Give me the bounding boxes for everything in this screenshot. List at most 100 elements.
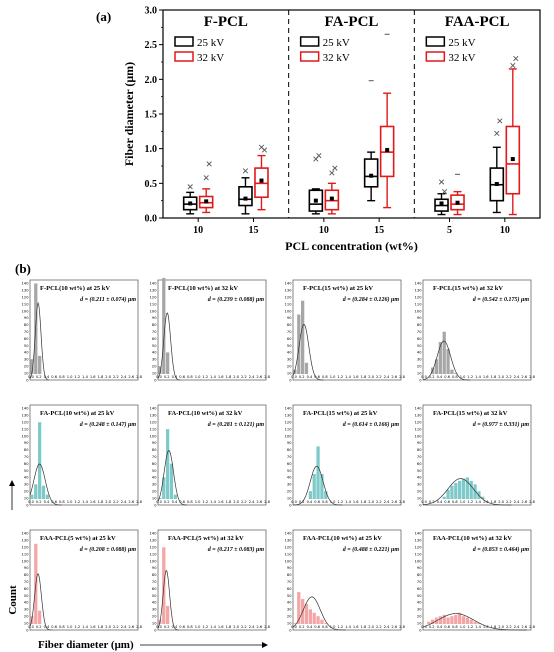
hist-y-tick-label: 60 bbox=[287, 462, 292, 466]
hist-x-tick-label: 0.2 bbox=[36, 375, 42, 379]
hist-y-tick-label: 140 bbox=[285, 407, 293, 411]
histogram-frame bbox=[157, 279, 267, 381]
hist-x-tick-label: 1.2 bbox=[74, 375, 80, 379]
hist-title: F-PCL(15 wt%) at 32 kV bbox=[433, 285, 503, 292]
hist-y-tick-label: 0 bbox=[419, 503, 422, 507]
hist-y-tick-label: 50 bbox=[152, 344, 157, 348]
hist-y-tick-label: 100 bbox=[285, 434, 293, 438]
hist-x-tick-label: 0.8 bbox=[59, 500, 65, 504]
hist-y-tick-label: 80 bbox=[24, 323, 29, 327]
outlier-x bbox=[441, 189, 448, 195]
hist-x-tick-label: 1.8 bbox=[98, 375, 104, 379]
hist-x-tick-label: 1.8 bbox=[491, 625, 497, 629]
hist-y-tick-label: 90 bbox=[417, 316, 422, 320]
hist-x-tick-label: 2.4 bbox=[121, 375, 127, 379]
hist-x-tick-label: 1.0 bbox=[460, 375, 466, 379]
hist-y-tick-label: 40 bbox=[24, 601, 29, 605]
hist-x-tick-label: 1.0 bbox=[67, 625, 73, 629]
hist-x-tick-label: 0.2 bbox=[299, 625, 305, 629]
hist-y-tick-label: 50 bbox=[417, 469, 422, 473]
hist-y-tick-label: 120 bbox=[415, 296, 423, 300]
hist-x-tick-label: 2.4 bbox=[249, 500, 255, 504]
hist-y-tick-label: 40 bbox=[287, 351, 292, 355]
hist-y-tick-label: 70 bbox=[287, 580, 292, 584]
hist-bar bbox=[465, 617, 469, 624]
hist-mean-sd: d = (0.853 ± 0.464) μm bbox=[473, 546, 530, 553]
hist-y-tick-label: 90 bbox=[24, 316, 29, 320]
histogram-frame bbox=[29, 279, 139, 381]
legend-label: 25 kV bbox=[197, 37, 224, 49]
hist-y-tick-label: 130 bbox=[150, 414, 158, 418]
hist-title: FA-PCL(15 wt%) at 25 kV bbox=[303, 410, 378, 417]
x-tick-label: 10 bbox=[193, 225, 203, 236]
outlier-x bbox=[316, 152, 322, 159]
hist-y-tick-label: 120 bbox=[150, 296, 158, 300]
y-tick-label: 1.0 bbox=[145, 144, 158, 155]
outlier-x bbox=[332, 165, 338, 171]
hist-y-tick-label: 80 bbox=[24, 448, 29, 452]
hist-x-tick-label: 0.4 bbox=[307, 625, 313, 629]
hist-y-tick-label: 80 bbox=[152, 573, 157, 577]
hist-x-tick-label: 1.8 bbox=[491, 375, 497, 379]
hist-y-tick-label: 60 bbox=[24, 337, 29, 341]
box bbox=[198, 161, 214, 214]
hist-y-tick-label: 120 bbox=[285, 421, 293, 425]
hist-y-tick-label: 0 bbox=[26, 378, 29, 382]
hist-y-tick-label: 20 bbox=[417, 365, 422, 369]
hist-y-tick-label: 40 bbox=[152, 351, 157, 355]
hist-y-tick-label: 140 bbox=[415, 532, 423, 536]
fit-curve bbox=[157, 570, 179, 631]
hist-x-tick-label: 0.4 bbox=[437, 625, 443, 629]
hist-x-tick-label: 1.6 bbox=[218, 500, 224, 504]
hist-x-tick-label: 2.8 bbox=[264, 625, 270, 629]
hist-x-tick-label: 0.4 bbox=[172, 625, 178, 629]
hist-x-tick-label: 2.0 bbox=[368, 500, 374, 504]
hist-x-tick-label: 0.4 bbox=[44, 500, 50, 504]
hist-x-tick-label: 0.8 bbox=[187, 500, 193, 504]
hist-mean-sd: d = (0.977 ± 0.331) μm bbox=[473, 421, 530, 428]
hist-x-tick-label: 2.6 bbox=[391, 500, 397, 504]
hist-y-tick-label: 80 bbox=[287, 573, 292, 577]
hist-bar bbox=[450, 485, 454, 499]
hist-y-tick-label: 30 bbox=[287, 483, 292, 487]
hist-x-tick-label: 0.8 bbox=[452, 375, 458, 379]
outlier-x bbox=[242, 168, 249, 174]
hist-x-tick-label: 1.2 bbox=[337, 625, 343, 629]
fit-curve bbox=[422, 340, 471, 381]
hist-x-tick-label: 1.4 bbox=[345, 500, 351, 504]
mean-marker bbox=[243, 196, 248, 201]
hist-y-tick-label: 110 bbox=[285, 302, 293, 306]
hist-x-tick-label: 1.2 bbox=[202, 625, 208, 629]
hist-y-tick-label: 100 bbox=[22, 309, 30, 313]
fit-curve bbox=[157, 312, 181, 381]
hist-y-tick-label: 10 bbox=[152, 496, 157, 500]
hist-y-tick-label: 80 bbox=[152, 323, 157, 327]
hist-bar bbox=[458, 612, 462, 624]
hist-y-tick-label: 40 bbox=[287, 476, 292, 480]
box bbox=[450, 173, 465, 216]
hist-x-tick-label: 2.0 bbox=[105, 625, 111, 629]
hist-x-tick-label: 1.6 bbox=[90, 375, 96, 379]
hist-x-tick-label: 2.0 bbox=[233, 625, 239, 629]
hist-title: F-PCL(15 wt%) at 25 kV bbox=[303, 285, 373, 292]
hist-x-tick-label: 0.6 bbox=[444, 375, 450, 379]
hist-x-tick-label: 0.4 bbox=[172, 375, 178, 379]
hist-y-tick-label: 40 bbox=[417, 476, 422, 480]
hist-mean-sd: d = (0.488 ± 0.221) μm bbox=[343, 546, 400, 553]
hist-x-tick-label: 0.4 bbox=[307, 500, 313, 504]
legend-swatch bbox=[299, 36, 320, 47]
hist-x-tick-label: 1.6 bbox=[353, 375, 359, 379]
hist-x-tick-label: 0.6 bbox=[51, 500, 57, 504]
fit-curve bbox=[29, 463, 62, 506]
hist-y-tick-label: 100 bbox=[22, 559, 30, 563]
y-tick-label: 2.0 bbox=[145, 75, 158, 86]
mean-marker bbox=[510, 157, 515, 162]
hist-y-tick-label: 50 bbox=[287, 344, 292, 348]
hist-x-tick-label: 1.0 bbox=[195, 375, 201, 379]
hist-x-tick-label: 2.8 bbox=[399, 375, 405, 379]
hist-bar bbox=[431, 619, 435, 624]
